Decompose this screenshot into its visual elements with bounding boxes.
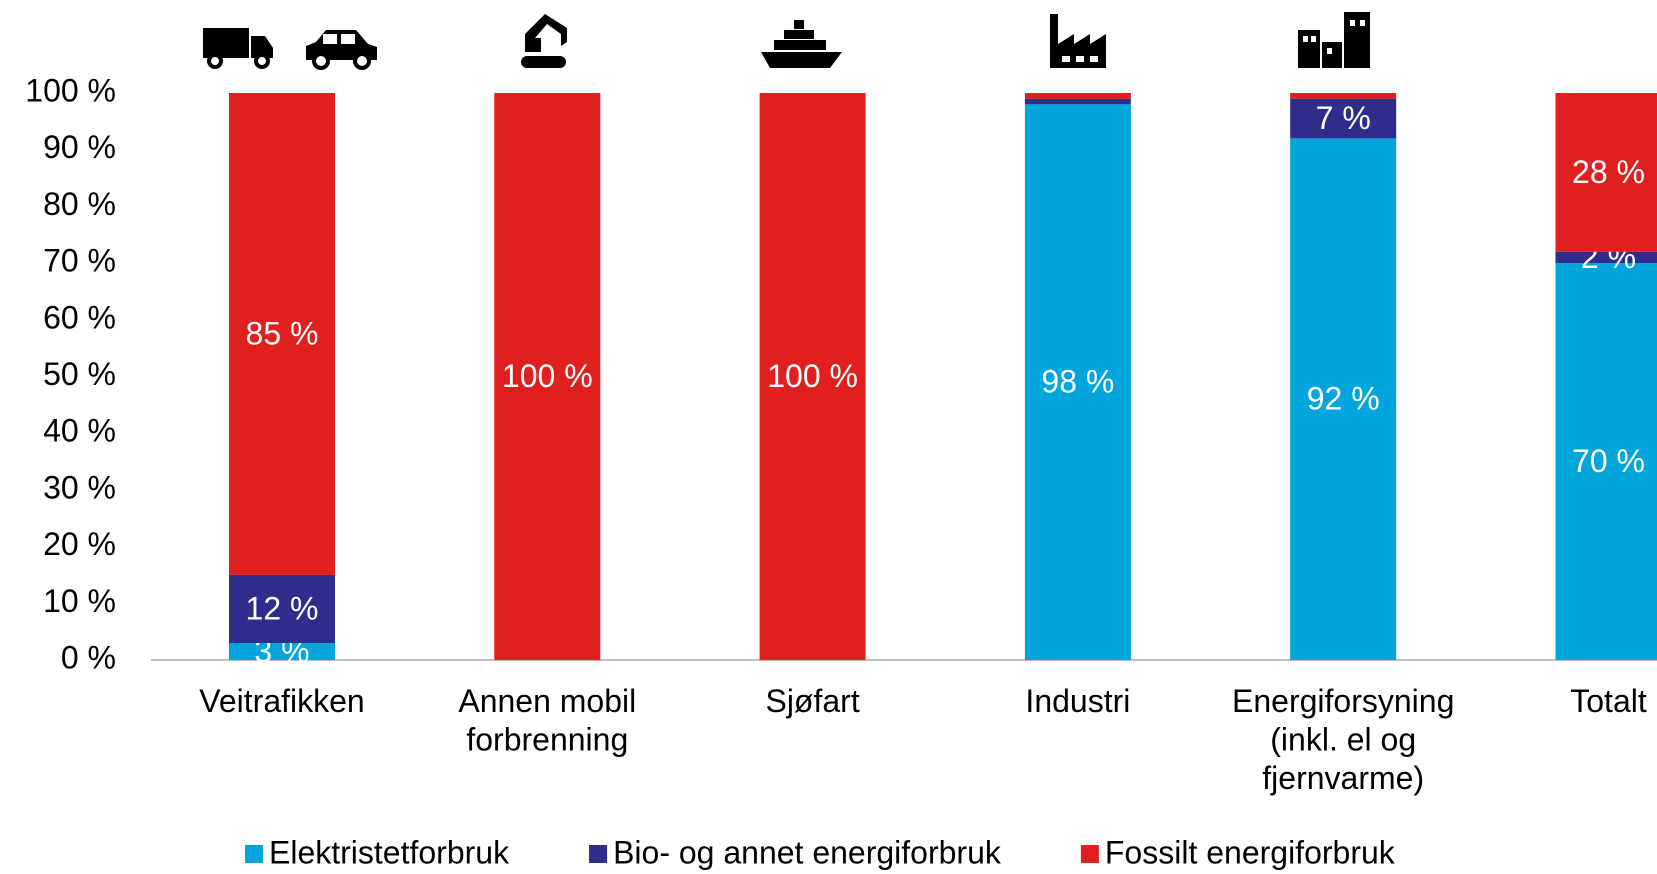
bar-segment	[229, 574, 335, 643]
bar-segment	[1290, 98, 1397, 139]
y-tick-label: 30 %	[43, 469, 116, 505]
bar-segment	[1290, 93, 1397, 99]
bar-segment	[494, 93, 601, 660]
factory-icon	[1050, 14, 1106, 68]
bar-segment	[1024, 98, 1131, 105]
bar-segment	[1024, 93, 1131, 99]
bar-segment	[1555, 93, 1657, 252]
data-label: 28 %	[1572, 154, 1645, 190]
legend-label: Fossilt energiforbruk	[1105, 834, 1396, 870]
x-tick-label: Totalt	[1570, 683, 1647, 719]
y-tick-label: 60 %	[43, 299, 116, 335]
legend-label: Bio- og annet energiforbruk	[613, 834, 1002, 870]
legend-swatch	[589, 845, 608, 863]
legend-swatch	[1080, 845, 1099, 863]
legend-label: Elektristetforbruk	[269, 834, 510, 870]
data-label: 7 %	[1316, 100, 1371, 136]
y-tick-label: 50 %	[43, 356, 116, 392]
x-tick-label: Annen mobil forbrenning	[458, 683, 636, 757]
x-tick-label: Veitrafikken	[199, 683, 364, 719]
x-tick-label: Energiforsyning (inkl. el og fjernvarme)	[1232, 683, 1454, 796]
ship-icon	[761, 20, 842, 68]
y-tick-label: 40 %	[43, 413, 116, 449]
x-tick-label: Sjøfart	[765, 683, 859, 719]
car-icon	[306, 30, 377, 70]
excavator-icon	[521, 14, 567, 68]
data-label: 12 %	[246, 590, 319, 626]
bar-segment	[1024, 104, 1131, 661]
bar-segment	[229, 93, 335, 575]
data-label: 98 %	[1041, 364, 1114, 400]
y-tick-label: 70 %	[43, 243, 116, 279]
bar-segment	[1555, 263, 1657, 660]
legend-swatch	[245, 845, 263, 863]
bar-segment	[759, 93, 866, 660]
y-tick-label: 80 %	[43, 186, 116, 222]
y-tick-label: 0 %	[61, 639, 116, 675]
y-tick-label: 20 %	[43, 526, 116, 562]
icons	[203, 12, 1370, 70]
data-label: 92 %	[1307, 381, 1380, 417]
bar-segment	[1555, 251, 1657, 264]
bar-segment	[229, 642, 335, 660]
y-tick-label: 100 %	[25, 72, 116, 108]
data-label: 70 %	[1572, 443, 1645, 479]
data-label: 85 %	[246, 315, 319, 351]
data-label: 100 %	[502, 358, 593, 394]
y-tick-label: 90 %	[43, 129, 116, 165]
data-label: 100 %	[767, 358, 858, 394]
truck-icon	[203, 28, 273, 69]
buildings-icon	[1298, 12, 1370, 68]
y-tick-label: 10 %	[43, 583, 116, 619]
x-tick-label: Industri	[1025, 683, 1130, 719]
bar-segment	[1290, 138, 1397, 661]
